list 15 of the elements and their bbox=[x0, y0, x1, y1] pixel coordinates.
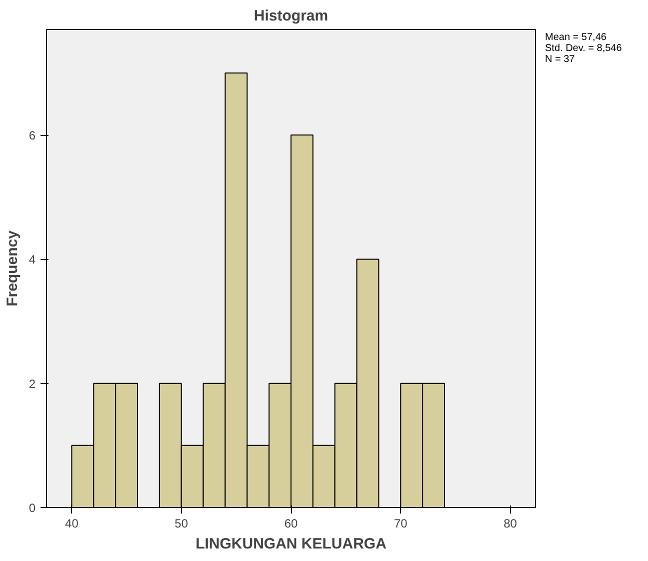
chart-title: Histogram bbox=[254, 8, 328, 24]
y-tick-label: 6 bbox=[28, 128, 36, 143]
text: Std. Dev. = 8,546 bbox=[545, 43, 622, 54]
text: N = 37 bbox=[545, 54, 575, 65]
x-tick-label: 80 bbox=[504, 516, 518, 530]
x-tick-label: 70 bbox=[394, 516, 408, 530]
y-tick-label: 4 bbox=[28, 252, 36, 267]
text: Mean = 57,46 bbox=[545, 32, 606, 43]
x-tick-label: 40 bbox=[65, 516, 79, 530]
x-tick-label: 60 bbox=[284, 516, 298, 530]
y-axis-title: Frequency bbox=[4, 230, 21, 306]
y-tick-label: 2 bbox=[28, 376, 36, 391]
y-tick-label: 0 bbox=[28, 501, 36, 515]
x-axis-title: LINGKUNGAN KELUARGA bbox=[196, 536, 387, 552]
x-tick-label: 50 bbox=[174, 516, 188, 530]
